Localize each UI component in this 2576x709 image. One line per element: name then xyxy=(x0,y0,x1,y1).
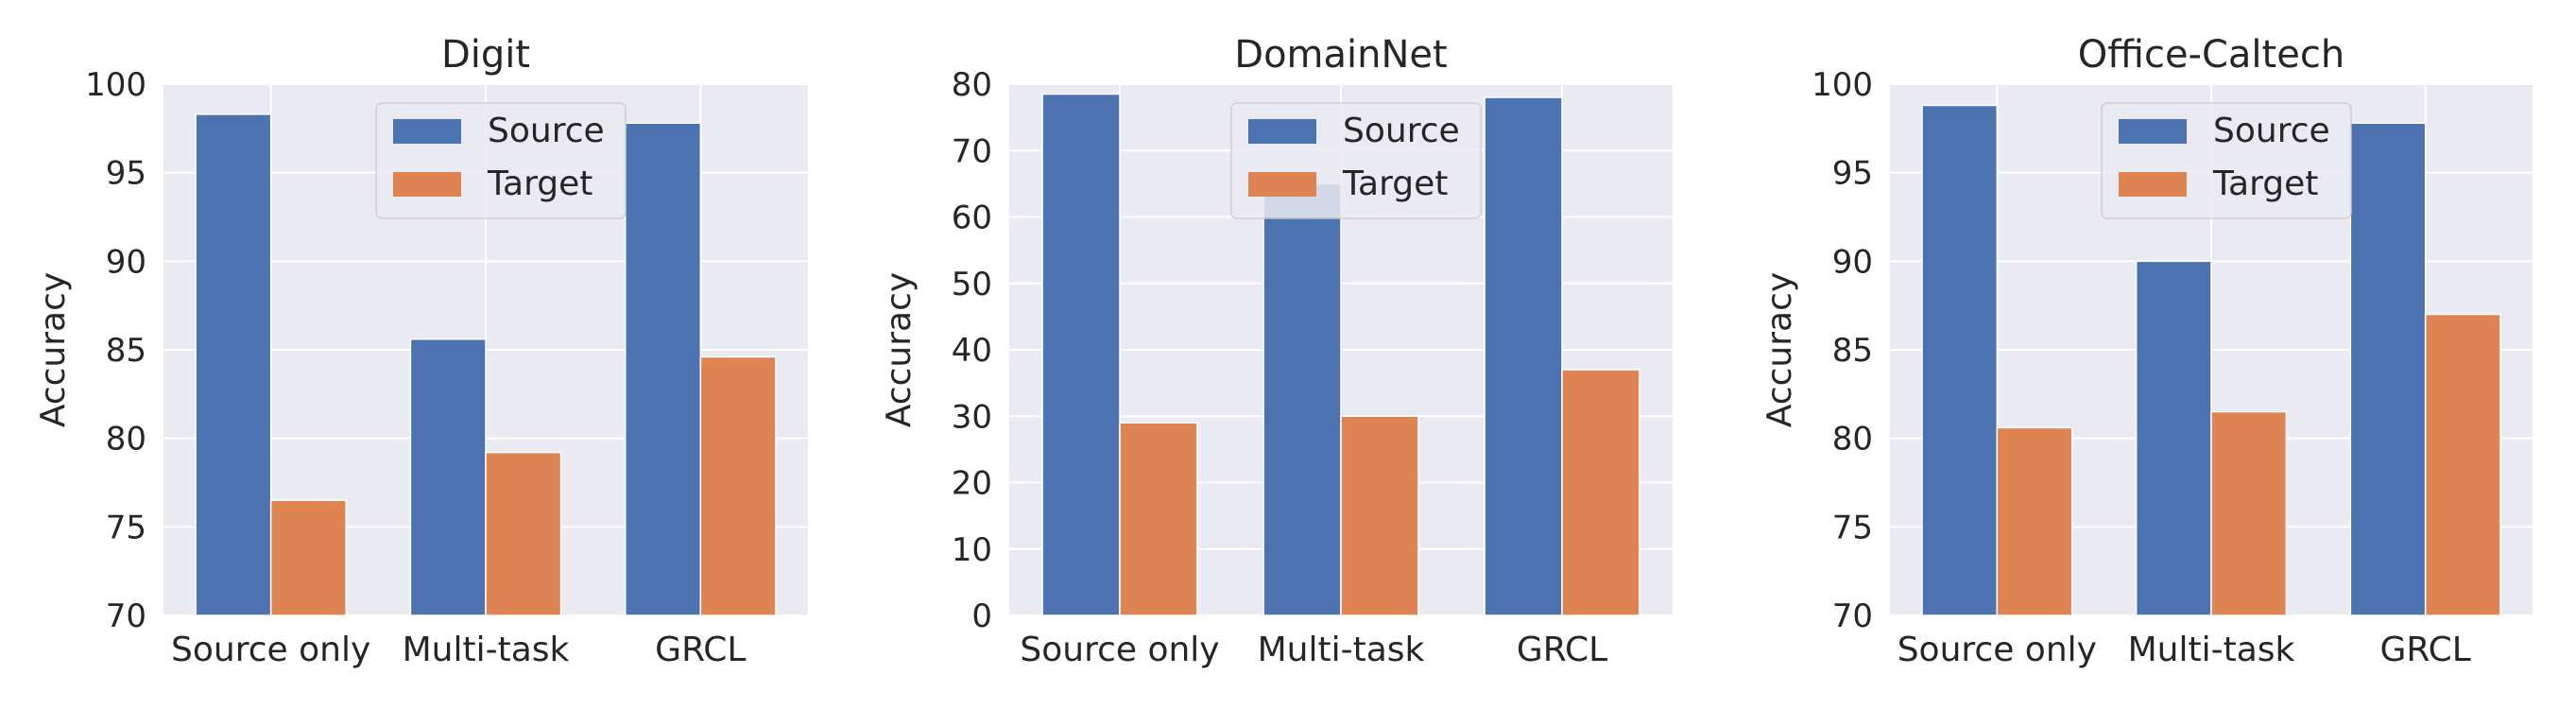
bar-source-1 xyxy=(195,113,272,616)
y-axis-label: Accuracy xyxy=(1760,272,1799,427)
y-tick-label: 80 xyxy=(1832,421,1873,458)
legend-label: Source xyxy=(488,112,605,150)
y-tick-label: 90 xyxy=(1832,243,1873,281)
y-tick-label: 95 xyxy=(1832,155,1873,193)
legend-label: Target xyxy=(487,164,592,203)
y-tick-label: 75 xyxy=(1832,509,1873,546)
y-tick-label: 75 xyxy=(106,509,146,546)
bar-source-1 xyxy=(1041,93,1121,616)
legend-label: Target xyxy=(1342,164,1448,203)
y-tick-label: 85 xyxy=(106,332,146,370)
bar-target-1 xyxy=(1996,426,2073,616)
x-tick-label: Source only xyxy=(171,631,370,669)
y-axis-label: Accuracy xyxy=(880,272,919,427)
y-tick-label: 50 xyxy=(952,266,992,303)
legend-swatch-source xyxy=(2119,119,2187,144)
bar-source-1 xyxy=(1921,104,1999,616)
y-tick-label: 85 xyxy=(1832,332,1873,370)
bar-target-2 xyxy=(485,451,562,616)
y-tick-label: 70 xyxy=(1832,597,1873,635)
legend-label: Target xyxy=(2212,164,2318,203)
x-tick-label: GRCL xyxy=(1517,631,1607,669)
chart-panel-3: 70 75 80 85 90 95 100 Source only Multi-task GRCL… xyxy=(1760,33,2533,669)
y-tick-label: 30 xyxy=(952,398,992,436)
y-tick-label: 70 xyxy=(106,597,146,635)
bar-target-3 xyxy=(2424,313,2501,616)
bar-source-2 xyxy=(2135,260,2212,616)
y-tick-label: 70 xyxy=(952,132,992,170)
x-tick-label: Source only xyxy=(1898,631,2097,669)
bar-source-3 xyxy=(2349,122,2427,616)
x-tick-label: Multi-task xyxy=(1258,631,1425,669)
y-axis-label: Accuracy xyxy=(34,272,73,427)
x-tick-label: Multi-task xyxy=(403,631,570,669)
bar-target-2 xyxy=(1340,415,1419,616)
y-tick-label: 0 xyxy=(971,597,992,635)
chart-title: Digit xyxy=(441,33,530,77)
legend-swatch-target xyxy=(393,172,461,197)
y-tick-label: 90 xyxy=(106,243,146,281)
bar-target-1 xyxy=(1119,422,1198,616)
y-tick-label: 20 xyxy=(952,465,992,503)
chart-panel-2: 0 10 20 30 40 50 60 70 80 Source only Multi-task GR… xyxy=(880,33,1673,669)
legend-swatch-target xyxy=(1248,172,1316,197)
y-tick-label: 100 xyxy=(1812,66,1873,104)
x-tick-label: Source only xyxy=(1020,631,1219,669)
chart-title: DomainNet xyxy=(1234,33,1447,77)
x-tick-label: GRCL xyxy=(2380,631,2471,669)
chart-title: Office-Caltech xyxy=(2078,33,2344,77)
y-tick-label: 80 xyxy=(106,421,146,458)
bar-source-2 xyxy=(409,338,487,616)
legend-label: Source xyxy=(2213,112,2330,150)
legend: Source Target xyxy=(1230,102,1482,219)
y-tick-label: 40 xyxy=(952,332,992,370)
y-tick-label: 60 xyxy=(952,199,992,237)
bar-target-3 xyxy=(1561,369,1640,616)
legend-swatch-source xyxy=(1248,119,1316,144)
bar-source-3 xyxy=(1484,96,1563,616)
x-tick-label: GRCL xyxy=(655,631,746,669)
legend-swatch-source xyxy=(393,119,461,144)
bar-target-3 xyxy=(699,355,777,616)
legend-swatch-target xyxy=(2119,172,2187,197)
y-tick-label: 100 xyxy=(85,66,146,104)
y-tick-label: 80 xyxy=(952,66,992,104)
legend: Source Target xyxy=(375,102,627,219)
chart-panel-1: 70 75 80 85 90 95 100 Source only Multi-task GRCL… xyxy=(34,33,808,669)
bar-source-2 xyxy=(1262,182,1342,616)
bar-target-1 xyxy=(269,499,347,616)
bar-target-2 xyxy=(2210,410,2288,616)
legend-label: Source xyxy=(1343,112,1460,150)
y-tick-label: 95 xyxy=(106,155,146,193)
bar-source-3 xyxy=(625,122,702,616)
x-tick-label: Multi-task xyxy=(2128,631,2295,669)
y-tick-label: 10 xyxy=(952,531,992,569)
legend: Source Target xyxy=(2101,102,2352,219)
